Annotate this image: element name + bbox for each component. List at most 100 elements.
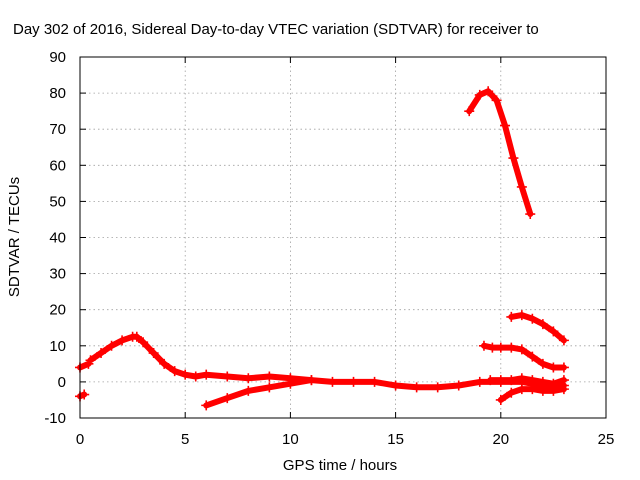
y-tick-label: 40 [49, 230, 66, 247]
series-7 [506, 310, 569, 346]
data-point [506, 311, 517, 322]
data-point [138, 337, 149, 348]
y-tick-label: 90 [49, 49, 66, 66]
series-line [203, 377, 315, 409]
data-point [516, 310, 527, 321]
data-point [527, 351, 538, 362]
y-axis-label: SDTVAR / TECUs [6, 177, 23, 297]
data-point [79, 389, 90, 400]
data-point [474, 376, 485, 387]
data-point [548, 326, 559, 337]
data-point [285, 378, 296, 389]
data-point [474, 89, 485, 100]
data-point [527, 375, 538, 386]
series-line [466, 88, 534, 217]
data-point [306, 375, 317, 386]
data-point [453, 380, 464, 391]
series-3 [85, 331, 569, 393]
data-point [390, 380, 401, 391]
y-tick-label: 70 [49, 121, 66, 138]
x-tick-label: 25 [598, 431, 615, 448]
data-point [369, 376, 380, 387]
data-point [201, 400, 212, 411]
data-point [85, 355, 96, 366]
data-point [243, 385, 254, 396]
data-point [169, 366, 180, 377]
data-point [537, 319, 548, 330]
data-point [222, 371, 233, 382]
data-point [495, 394, 506, 405]
data-point [558, 362, 569, 373]
axis-ticks [79, 56, 607, 419]
data-point [537, 358, 548, 369]
data-point [483, 86, 494, 97]
data-point [485, 375, 496, 386]
data-point [537, 385, 548, 396]
x-tick-label: 15 [387, 431, 404, 448]
gridlines [80, 57, 606, 418]
data-series [75, 86, 569, 411]
data-point [491, 95, 502, 106]
data-point [117, 335, 128, 346]
series-4 [201, 375, 317, 411]
data-point [106, 340, 117, 351]
data-point [264, 371, 275, 382]
data-point [548, 362, 559, 373]
data-point [506, 387, 517, 398]
data-point [131, 331, 142, 342]
series-line [508, 312, 567, 344]
tick-labels: 0 5 10 15 20 25 -10 0 10 20 30 40 50 60 70 80 90 [44, 49, 614, 448]
y-tick-label: 30 [49, 266, 66, 283]
data-point [464, 106, 475, 117]
x-tick-label: 5 [181, 431, 189, 448]
y-tick-label: 0 [58, 374, 66, 391]
data-point [516, 384, 527, 395]
data-point [527, 384, 538, 395]
data-point [327, 376, 338, 387]
x-tick-label: 20 [492, 431, 509, 448]
data-point [495, 375, 506, 386]
y-tick-label: 60 [49, 157, 66, 174]
plot-frame [79, 56, 607, 419]
data-point [478, 340, 489, 351]
y-tick-label: 20 [49, 302, 66, 319]
data-point [495, 342, 506, 353]
data-point [527, 313, 538, 324]
data-point [180, 369, 191, 380]
data-point [508, 153, 519, 164]
chart-title: Day 302 of 2016, Sidereal Day-to-day VTE… [13, 21, 539, 38]
data-point [243, 373, 254, 384]
data-point [516, 344, 527, 355]
series-9 [485, 373, 569, 389]
data-point [516, 181, 527, 192]
data-point [432, 382, 443, 393]
data-point [506, 342, 517, 353]
data-point [411, 382, 422, 393]
data-point [148, 348, 159, 359]
data-point [516, 373, 527, 384]
data-point [548, 378, 559, 389]
data-point [264, 382, 275, 393]
y-tick-label: 50 [49, 193, 66, 210]
data-point [348, 376, 359, 387]
data-point [558, 335, 569, 346]
series-5 [464, 86, 536, 220]
y-tick-label: 10 [49, 338, 66, 355]
x-tick-label: 0 [76, 431, 84, 448]
y-tick-label: 80 [49, 85, 66, 102]
series-8 [495, 384, 569, 405]
data-point [487, 342, 498, 353]
data-point [222, 393, 233, 404]
data-point [201, 369, 212, 380]
data-point [500, 120, 511, 131]
data-point [537, 376, 548, 387]
x-tick-label: 10 [282, 431, 299, 448]
y-tick-label: -10 [44, 410, 66, 427]
data-point [558, 384, 569, 395]
data-point [525, 209, 536, 220]
data-point [558, 375, 569, 386]
data-point [506, 375, 517, 386]
data-point [159, 358, 170, 369]
data-point [190, 371, 201, 382]
